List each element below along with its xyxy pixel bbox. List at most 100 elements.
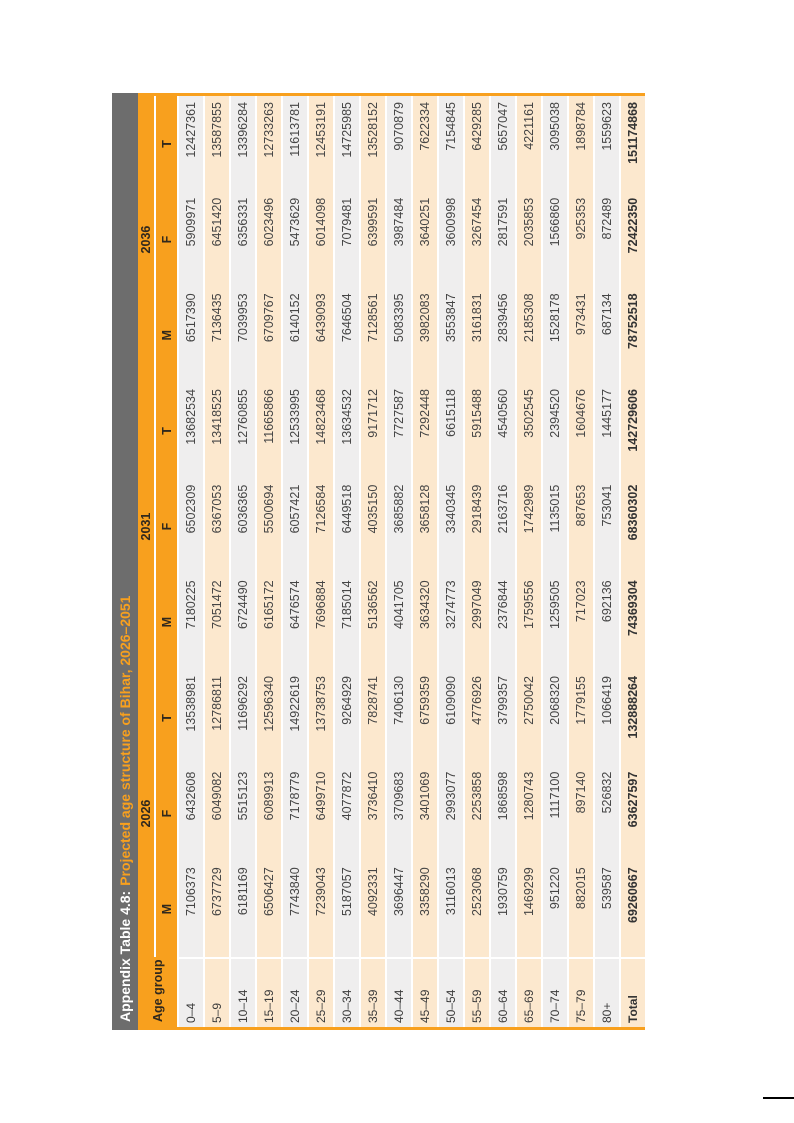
value-cell: 5657047 [489, 96, 515, 192]
value-cell: 13587855 [203, 96, 229, 192]
value-cell: 7106373 [177, 861, 203, 957]
age-group-label: 30–34 [333, 957, 359, 1027]
value-cell: 872489 [593, 191, 619, 288]
value-cell: 1604676 [567, 383, 593, 479]
value-cell: 1117100 [541, 765, 567, 862]
rotated-table-sheet: Appendix Table 4.8: Projected age struct… [112, 93, 649, 1030]
table-row: 30–34 5187057 4077872 9264929 7185014 6449518… [333, 96, 359, 1027]
age-group-label: 55–59 [463, 957, 489, 1027]
value-cell: 72422350 [619, 191, 645, 288]
subcolumn-header-row: M F T M F T M F T [156, 96, 177, 1027]
value-cell: 5500694 [255, 478, 281, 575]
value-cell: 12596340 [255, 670, 281, 766]
table-title-prefix: Appendix Table 4.8: [117, 890, 133, 1022]
value-cell: 4776926 [463, 670, 489, 766]
value-cell: 1528178 [541, 287, 567, 384]
value-cell: 925353 [567, 191, 593, 288]
value-cell: 7239043 [307, 861, 333, 957]
value-cell: 7406130 [385, 670, 411, 766]
age-group-label: 80+ [593, 957, 619, 1027]
value-cell: 897140 [567, 765, 593, 862]
value-cell: 12733263 [255, 96, 281, 192]
value-cell: 1742989 [515, 478, 541, 575]
age-group-label: 10–14 [229, 957, 255, 1027]
value-cell: 3799357 [489, 670, 515, 766]
value-cell: 7154845 [437, 96, 463, 192]
col-header-m: M [156, 287, 177, 384]
value-cell: 1066419 [593, 670, 619, 766]
value-cell: 6499710 [307, 765, 333, 862]
value-cell: 753041 [593, 478, 619, 575]
value-cell: 14922619 [281, 670, 307, 766]
value-cell: 526832 [593, 765, 619, 862]
value-cell: 2163716 [489, 478, 515, 575]
value-cell: 3736410 [359, 765, 385, 862]
value-cell: 7051472 [203, 574, 229, 671]
value-cell: 68360302 [619, 478, 645, 575]
value-cell: 6709767 [255, 287, 281, 384]
value-cell: 3095038 [541, 96, 567, 192]
value-cell: 6502309 [177, 478, 203, 575]
value-cell: 13682534 [177, 383, 203, 479]
value-cell: 13738753 [307, 670, 333, 766]
value-cell: 6399591 [359, 191, 385, 288]
age-group-label: 75–79 [567, 957, 593, 1027]
age-group-label: 35–39 [359, 957, 385, 1027]
value-cell: 1135015 [541, 478, 567, 575]
value-cell: 1259505 [541, 574, 567, 671]
value-cell: 1469299 [515, 861, 541, 957]
age-group-label: 0–4 [177, 957, 203, 1027]
year-header-row: Age group 2026 2031 2036 [138, 96, 177, 1027]
value-cell: 78752518 [619, 287, 645, 384]
value-cell: 6439093 [307, 287, 333, 384]
age-group-label: 25–29 [307, 957, 333, 1027]
value-cell: 6014098 [307, 191, 333, 288]
year-header-2031: 2031 [138, 383, 156, 671]
value-cell: 13538981 [177, 670, 203, 766]
value-cell: 4540560 [489, 383, 515, 479]
age-group-label: Total [619, 957, 645, 1027]
value-cell: 692136 [593, 574, 619, 671]
value-cell: 12533995 [281, 383, 307, 479]
table-head: Age group 2026 2031 2036 M F T M F T M F [138, 96, 177, 1027]
value-cell: 6165172 [255, 574, 281, 671]
value-cell: 2185308 [515, 287, 541, 384]
value-cell: 3116013 [437, 861, 463, 957]
value-cell: 2068320 [541, 670, 567, 766]
value-cell: 7727587 [385, 383, 411, 479]
value-cell: 13528152 [359, 96, 385, 192]
value-cell: 6737729 [203, 861, 229, 957]
value-cell: 1759556 [515, 574, 541, 671]
value-cell: 3401069 [411, 765, 437, 862]
value-cell: 6356331 [229, 191, 255, 288]
value-cell: 142729606 [619, 383, 645, 479]
table-title-bar: Appendix Table 4.8: Projected age struct… [112, 93, 138, 1030]
age-group-label: 65–69 [515, 957, 541, 1027]
value-cell: 2993077 [437, 765, 463, 862]
value-cell: 3634320 [411, 574, 437, 671]
value-cell: 14823468 [307, 383, 333, 479]
value-cell: 2918439 [463, 478, 489, 575]
value-cell: 882015 [567, 861, 593, 957]
value-cell: 13634532 [333, 383, 359, 479]
value-cell: 1559623 [593, 96, 619, 192]
table-row: 20–24 7743840 7178779 14922619 6476574 605742… [281, 96, 307, 1027]
value-cell: 2817591 [489, 191, 515, 288]
value-cell: 7178779 [281, 765, 307, 862]
table-title: Projected age structure of Bihar, 2026–2… [117, 595, 133, 886]
value-cell: 6724490 [229, 574, 255, 671]
value-cell: 74369304 [619, 574, 645, 671]
value-cell: 14725985 [333, 96, 359, 192]
table-row: 0–4 7106373 6432608 13538981 7180225 6502309 1… [177, 96, 203, 1027]
table-row: 75–79 882015 897140 1779155 717023 887653 1604… [567, 96, 593, 1027]
table-body: 0–4 7106373 6432608 13538981 7180225 6502309 1… [177, 96, 645, 1027]
value-cell: 13418525 [203, 383, 229, 479]
value-cell: 1779155 [567, 670, 593, 766]
value-cell: 9070879 [385, 96, 411, 192]
col-header-m: M [156, 861, 177, 957]
value-cell: 687134 [593, 287, 619, 384]
table-row: 80+ 539587 526832 1066419 692136 753041 144517… [593, 96, 619, 1027]
value-cell: 1868598 [489, 765, 515, 862]
total-row: Total 69260667 63627597 132888264 74369304 68… [619, 96, 645, 1027]
